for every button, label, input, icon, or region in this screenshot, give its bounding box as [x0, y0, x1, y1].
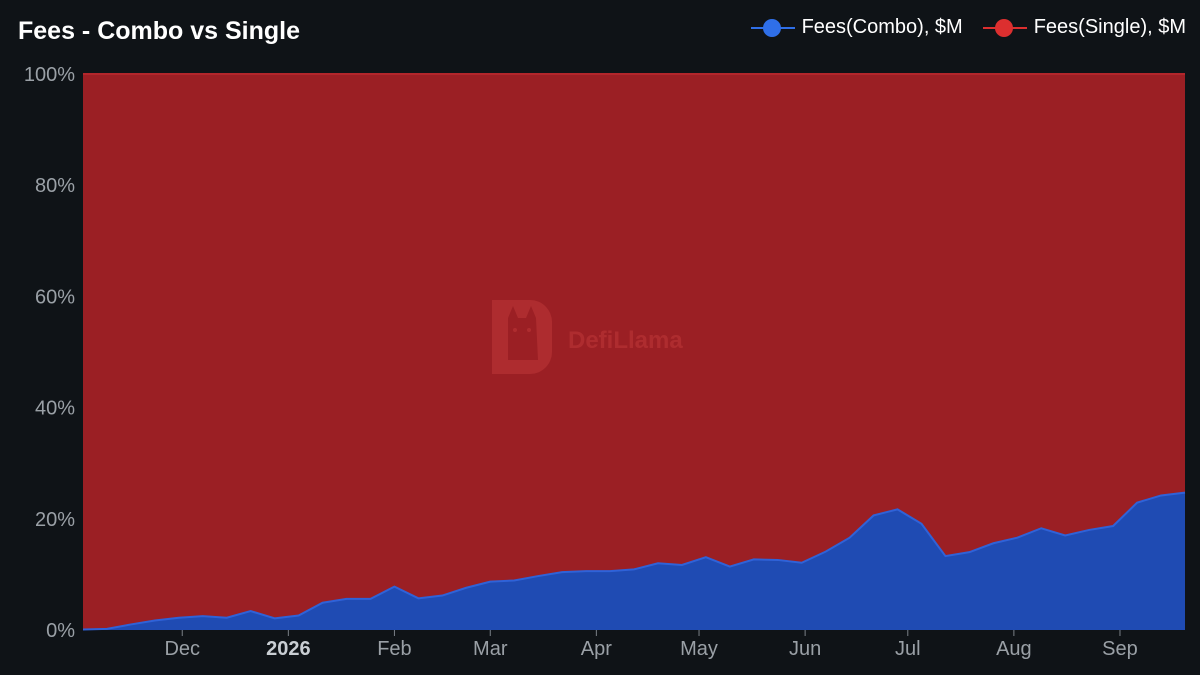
combo-series-line	[82, 491, 1186, 631]
combo-series-area	[83, 492, 1185, 630]
watermark-logo: DefiLlama	[492, 300, 683, 374]
y-tick-label: 100%	[24, 64, 75, 86]
x-tick-label: Aug	[996, 638, 1032, 660]
chart-legend: Fees(Combo), $M Fees(Single), $M	[750, 16, 1186, 39]
legend-item-single[interactable]: Fees(Single), $M	[982, 16, 1186, 39]
legend-swatch-combo	[750, 17, 795, 39]
x-tick-label: Apr	[581, 638, 612, 660]
y-tick-label: 80%	[35, 175, 75, 197]
y-tick-label: 40%	[35, 398, 75, 420]
y-tick-label: 0%	[46, 620, 75, 642]
x-tick-label: Feb	[377, 638, 411, 660]
x-tick-label: 2026	[266, 638, 311, 660]
y-tick-label: 60%	[35, 286, 75, 308]
legend-label-single: Fees(Single), $M	[1033, 16, 1186, 38]
legend-item-combo[interactable]: Fees(Combo), $M	[750, 16, 963, 39]
x-axis: Dec 2026 Feb Mar Apr May Jun Jul Aug Sep	[164, 630, 1138, 660]
legend-swatch-single	[982, 17, 1027, 39]
x-tick-label: Sep	[1102, 638, 1138, 660]
x-tick-label: May	[680, 638, 718, 660]
chart-title: Fees - Combo vs Single	[18, 17, 301, 45]
y-tick-label: 20%	[35, 509, 75, 531]
x-tick-label: Jul	[895, 638, 921, 660]
y-axis: 0% 20% 40% 60% 80% 100%	[24, 64, 75, 642]
single-series-area	[83, 74, 1185, 630]
x-tick-label: Mar	[473, 638, 508, 660]
x-tick-label: Jun	[789, 638, 821, 660]
x-tick-label: Dec	[164, 638, 200, 660]
watermark-text: DefiLlama	[568, 327, 683, 354]
legend-label-combo: Fees(Combo), $M	[801, 16, 963, 38]
